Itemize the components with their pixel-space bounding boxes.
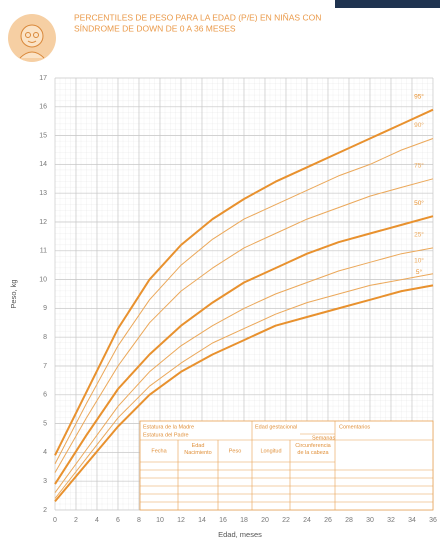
y-tick-label: 10 xyxy=(39,276,47,283)
x-tick-label: 32 xyxy=(387,517,395,524)
y-tick-label: 8 xyxy=(43,334,47,341)
form-label: Comentarios xyxy=(339,424,370,430)
form-label: Estatura de la Madre xyxy=(143,424,194,430)
y-tick-label: 14 xyxy=(39,161,47,168)
series-label: 95° xyxy=(414,92,424,100)
x-tick-label: 26 xyxy=(324,517,332,524)
y-tick-label: 3 xyxy=(43,478,47,485)
series-label: 25° xyxy=(414,231,424,239)
chart-title: SÍNDROME DE DOWN DE 0 A 36 MESES xyxy=(74,23,236,33)
x-tick-label: 28 xyxy=(345,517,353,524)
form-column: Edad Nacimiento xyxy=(178,443,218,457)
series-label: 90° xyxy=(414,121,424,129)
x-tick-label: 4 xyxy=(95,517,99,524)
form-column: Circunferencia de la cabeza xyxy=(292,443,334,457)
form-label: Edad gestacional xyxy=(255,424,297,430)
series-label: 50° xyxy=(414,199,424,207)
form-label: Estatura del Padre xyxy=(143,432,189,438)
y-tick-label: 15 xyxy=(39,132,47,139)
x-tick-label: 20 xyxy=(261,517,269,524)
y-tick-label: 2 xyxy=(43,507,47,514)
chart-title: PERCENTILES DE PESO PARA LA EDAD (P/E) E… xyxy=(74,12,321,22)
chart: PERCENTILES DE PESO PARA LA EDAD (P/E) E… xyxy=(0,0,440,542)
x-tick-label: 6 xyxy=(116,517,120,524)
form-column: Fecha xyxy=(151,448,167,454)
x-axis-label: Edad, meses xyxy=(218,530,262,539)
x-tick-label: 8 xyxy=(137,517,141,524)
x-tick-label: 0 xyxy=(53,517,57,524)
y-axis-label: Peso, kg xyxy=(9,279,18,308)
y-tick-label: 9 xyxy=(43,305,47,312)
y-tick-label: 16 xyxy=(39,104,47,111)
series-label: 10° xyxy=(414,257,424,265)
y-tick-label: 11 xyxy=(40,248,47,255)
logo xyxy=(8,14,56,62)
y-tick-label: 13 xyxy=(39,190,47,197)
x-tick-label: 2 xyxy=(74,517,78,524)
form-column: Peso xyxy=(229,448,242,454)
x-tick-label: 34 xyxy=(408,517,416,524)
form: Estatura de la Madre Estatura del Padre … xyxy=(140,421,433,510)
x-tick-label: 36 xyxy=(429,517,437,524)
y-tick-label: 7 xyxy=(43,363,47,370)
y-tick-label: 5 xyxy=(43,420,47,427)
x-tick-label: 18 xyxy=(240,517,248,524)
top-bar xyxy=(335,0,440,8)
series-label: 5° xyxy=(416,268,423,276)
y-tick-label: 17 xyxy=(39,75,47,82)
x-tick-label: 14 xyxy=(198,517,206,524)
x-tick-label: 22 xyxy=(282,517,290,524)
x-tick-label: 12 xyxy=(177,517,185,524)
y-tick-label: 4 xyxy=(43,449,47,456)
x-tick-label: 30 xyxy=(366,517,374,524)
form-label: Semanas xyxy=(312,435,335,441)
y-tick-label: 6 xyxy=(43,392,47,399)
series-label: 75° xyxy=(414,162,424,170)
y-tick-label: 12 xyxy=(39,219,47,226)
x-tick-label: 10 xyxy=(156,517,164,524)
form-column: Longitud xyxy=(260,448,281,454)
x-tick-label: 16 xyxy=(219,517,227,524)
x-tick-label: 24 xyxy=(303,517,311,524)
